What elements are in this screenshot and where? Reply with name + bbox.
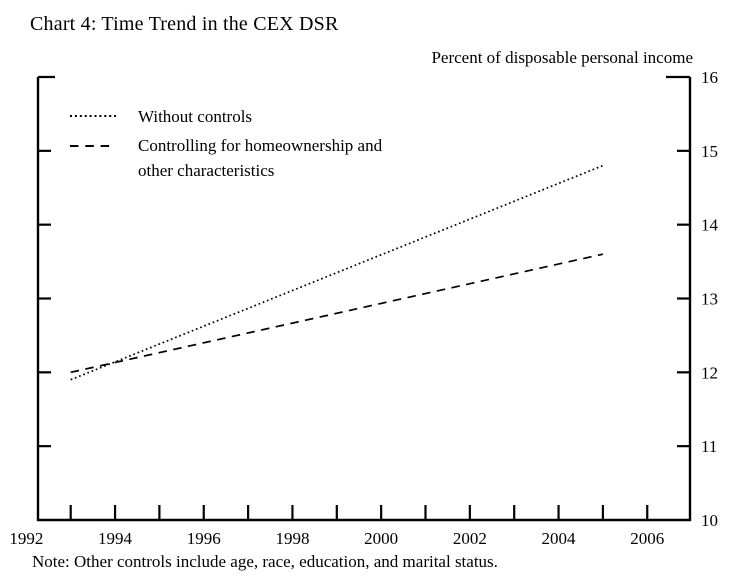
legend-label-without-controls: Without controls [138,107,253,126]
x-tick-label: 1996 [187,529,221,548]
x-tick-label: 1998 [275,529,309,548]
x-tick-label: 2000 [364,529,398,548]
y-tick-label: 11 [701,437,717,456]
y-tick-label: 16 [701,68,718,87]
footnote-text: Note: Other controls include age, race, … [32,552,498,571]
y-axis-unit-label: Percent of disposable personal income [431,48,693,67]
y-tick-label: 14 [701,216,719,235]
dashed-trend-line [70,253,604,374]
x-tick-label: 2002 [453,529,487,548]
x-tick-label: 1994 [98,529,133,548]
chart-title: Chart 4: Time Trend in the CEX DSR [30,13,339,35]
y-tick-label: 12 [701,363,718,382]
legend-label-controlling-line1: Controlling for homeownership and [138,136,383,155]
y-tick-label: 10 [701,511,718,530]
x-tick-label: 1992 [9,529,43,548]
x-tick-label: 2004 [542,529,577,548]
x-tick-label: 2006 [630,529,664,548]
dotted-trend-line [70,164,604,381]
legend-label-controlling-line2: other characteristics [138,161,275,180]
y-tick-label: 13 [701,290,718,309]
y-tick-label: 15 [701,142,718,161]
